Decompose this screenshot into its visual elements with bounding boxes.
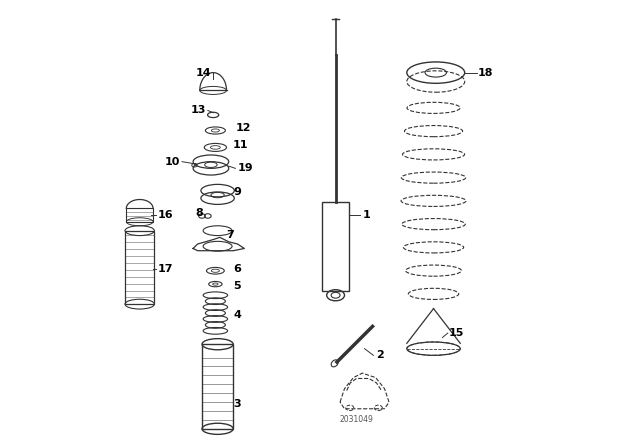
Text: 11: 11 bbox=[233, 140, 249, 150]
Bar bbox=[126, 208, 153, 222]
Bar bbox=[322, 202, 349, 291]
Text: 4: 4 bbox=[233, 310, 241, 320]
Text: 18: 18 bbox=[478, 68, 493, 78]
Text: 12: 12 bbox=[236, 123, 251, 133]
Text: 6: 6 bbox=[233, 263, 241, 274]
Text: 19: 19 bbox=[237, 164, 253, 173]
Text: 3: 3 bbox=[233, 399, 241, 409]
Text: 8: 8 bbox=[195, 208, 203, 218]
Bar bbox=[125, 231, 154, 304]
Text: 2031049: 2031049 bbox=[340, 414, 374, 423]
Text: 5: 5 bbox=[233, 281, 241, 291]
Text: 9: 9 bbox=[233, 187, 241, 197]
Text: 14: 14 bbox=[195, 68, 211, 78]
Text: 17: 17 bbox=[157, 263, 173, 274]
Text: 10: 10 bbox=[164, 157, 180, 167]
Text: 13: 13 bbox=[191, 105, 207, 116]
Text: 2: 2 bbox=[376, 350, 383, 360]
Text: 15: 15 bbox=[449, 328, 465, 338]
Text: 16: 16 bbox=[157, 210, 173, 220]
Text: 7: 7 bbox=[227, 230, 234, 240]
Bar bbox=[202, 344, 233, 429]
Text: 1: 1 bbox=[362, 210, 370, 220]
